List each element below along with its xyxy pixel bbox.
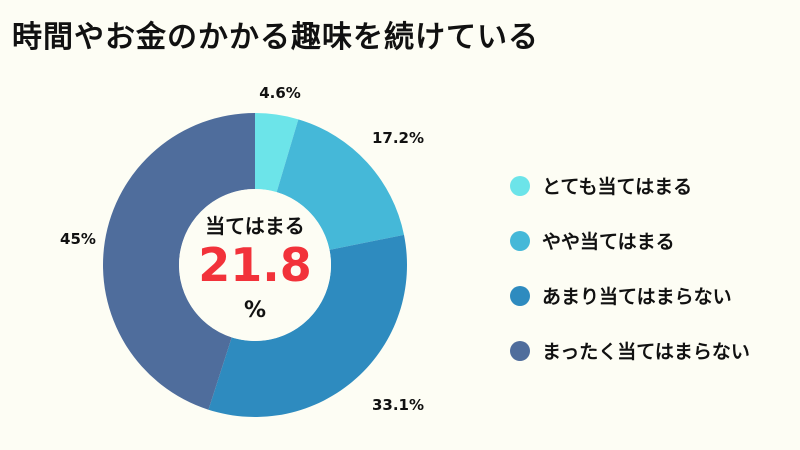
legend-swatch: [510, 175, 530, 196]
legend-label: とても当てはまる: [542, 176, 693, 198]
donut-hole: [179, 189, 331, 341]
slice-label: 33.1%: [372, 396, 424, 414]
slice-3: [102, 113, 255, 410]
center-value: 21.8: [198, 238, 312, 292]
legend-item: とても当てはまる: [510, 158, 750, 213]
legend: とても当てはまる やや当てはまるあまり当てはまらない まったく当てはまらない: [510, 158, 750, 378]
center-unit: %: [243, 298, 267, 323]
legend-label: あまり当てはまらない: [542, 286, 732, 308]
slice-label: 17.2%: [372, 129, 424, 147]
center-label: 当てはまる: [205, 214, 305, 238]
slice-1: [276, 119, 404, 250]
legend-label: まったく当てはまらない: [542, 341, 750, 363]
chart-title: 時間やお金のかかる趣味を続けている: [12, 20, 539, 55]
slice-2: [208, 234, 407, 418]
legend-swatch: [510, 285, 530, 306]
legend-label: やや当てはまる: [542, 231, 675, 253]
legend-item: まったく当てはまらない: [510, 323, 750, 378]
slice-label: 4.6%: [259, 84, 301, 102]
legend-swatch: [510, 340, 530, 361]
legend-item: やや当てはまる: [510, 213, 750, 268]
legend-swatch: [510, 230, 530, 251]
slice-0: [255, 113, 299, 193]
slice-label: 45%: [60, 230, 96, 248]
legend-item: あまり当てはまらない: [510, 268, 750, 323]
